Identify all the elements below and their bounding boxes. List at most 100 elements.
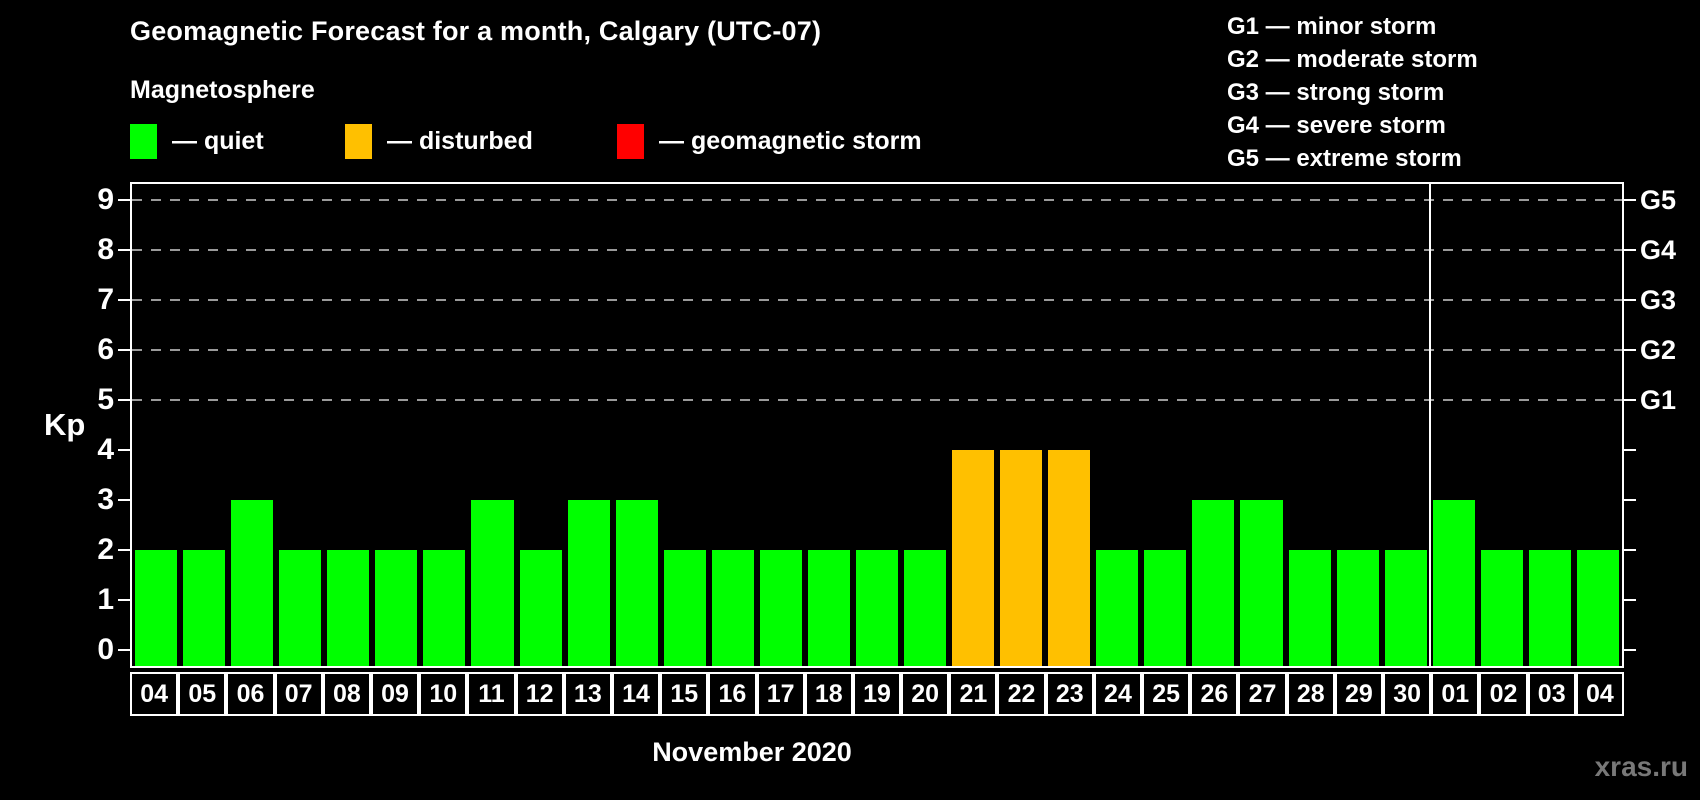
- kp-bar-day-15: [663, 550, 706, 666]
- day-label-5-09: 09: [370, 672, 420, 716]
- gridline-kp9: [132, 199, 1622, 201]
- gridline-kp5: [132, 399, 1622, 401]
- kp-bar-day-21: [952, 450, 995, 666]
- day-label-4-08: 08: [322, 672, 371, 716]
- kp-bar-day-02: [1480, 550, 1523, 666]
- disturbed-color-swatch: [345, 123, 372, 159]
- day-label-10-14: 14: [611, 672, 661, 716]
- right-tick-kp8: [1624, 249, 1636, 251]
- kp-bar-day-05: [183, 550, 226, 666]
- day-label-18-22: 22: [997, 672, 1046, 716]
- day-label-2-06: 06: [226, 672, 275, 716]
- kp-bar-day-28: [1288, 550, 1331, 666]
- kp-bar-day-11: [471, 500, 514, 666]
- magnetosphere-label: Magnetosphere: [130, 76, 315, 104]
- kp-bar-day-30: [1384, 550, 1427, 666]
- gridline-kp6: [132, 349, 1622, 351]
- day-label-21-25: 25: [1142, 672, 1191, 716]
- day-label-19-23: 23: [1045, 672, 1094, 716]
- y-tick-label-1: 1: [97, 583, 114, 616]
- left-tick-kp5: [118, 399, 130, 401]
- kp-bar-day-26: [1192, 500, 1235, 666]
- right-tick-kp4: [1624, 449, 1636, 451]
- kp-bar-day-27: [1240, 500, 1283, 666]
- y-tick-label-6: 6: [97, 333, 114, 366]
- kp-bar-day-23: [1048, 450, 1091, 666]
- day-label-13-17: 17: [756, 672, 805, 716]
- x-axis-day-labels: 04 05 06 07 08 09 10 11 12 13 14 15 16 17 18 19 20 21 22 23…: [130, 672, 1624, 716]
- y-tick-label-4: 4: [97, 433, 114, 466]
- right-tick-kp3: [1624, 499, 1636, 501]
- quiet-color-swatch: [130, 123, 157, 159]
- day-label-14-18: 18: [804, 672, 853, 716]
- y-tick-label-8: 8: [97, 233, 114, 266]
- right-axis-label-g1: G1: [1640, 385, 1677, 415]
- y-axis-title: Kp: [44, 407, 86, 442]
- y-tick-label-7: 7: [97, 283, 114, 316]
- right-tick-kp6: [1624, 349, 1636, 351]
- kp-bar-day-12: [519, 550, 562, 666]
- right-axis-label-g2: G2: [1640, 335, 1677, 365]
- month-separator-line: [1428, 184, 1431, 666]
- day-label-26-30: 30: [1383, 672, 1432, 716]
- kp-bar-day-18: [807, 550, 850, 666]
- month-label: November 2020: [652, 737, 852, 767]
- kp-bar-day-04: [1576, 550, 1619, 666]
- kp-bar-day-13: [567, 500, 610, 666]
- day-label-20-24: 24: [1093, 672, 1143, 716]
- day-label-7-11: 11: [467, 672, 516, 716]
- left-tick-kp2: [118, 549, 130, 551]
- right-tick-kp1: [1624, 599, 1636, 601]
- day-label-25-29: 29: [1334, 672, 1384, 716]
- kp-bar-day-24: [1096, 550, 1139, 666]
- left-tick-kp0: [118, 649, 130, 651]
- y-tick-label-2: 2: [97, 533, 114, 566]
- legend-item-storm: — geomagnetic storm: [617, 122, 922, 160]
- day-label-0-04: 04: [130, 672, 179, 716]
- kp-bar-day-06: [231, 500, 274, 666]
- kp-bar-day-09: [375, 550, 418, 666]
- day-label-12-16: 16: [708, 672, 757, 716]
- watermark: xras.ru: [1594, 751, 1688, 782]
- kp-bar-day-07: [279, 550, 322, 666]
- y-tick-label-5: 5: [97, 383, 114, 416]
- g3-legend-line: G3 — strong storm: [1227, 79, 1445, 106]
- legend-label-quiet: — quiet: [172, 126, 264, 155]
- day-label-8-12: 12: [515, 672, 564, 716]
- kp-bar-day-25: [1144, 550, 1187, 666]
- right-tick-kp2: [1624, 549, 1636, 551]
- day-label-6-10: 10: [419, 672, 468, 716]
- g2-legend-line: G2 — moderate storm: [1227, 46, 1478, 73]
- storm-color-swatch: [617, 123, 644, 159]
- left-tick-kp8: [118, 249, 130, 251]
- day-label-17-21: 21: [949, 672, 998, 716]
- day-label-27-01: 01: [1431, 672, 1480, 716]
- day-label-23-27: 27: [1238, 672, 1287, 716]
- left-tick-kp1: [118, 599, 130, 601]
- day-label-29-03: 03: [1527, 672, 1576, 716]
- kp-bar-day-22: [1000, 450, 1043, 666]
- kp-bar-day-19: [855, 550, 899, 666]
- left-tick-kp4: [118, 449, 130, 451]
- legend-item-quiet: — quiet: [130, 122, 264, 160]
- right-axis-label-g5: G5: [1640, 185, 1677, 215]
- day-label-1-05: 05: [178, 672, 227, 716]
- g-scale-legend: G1 — minor storm G2 — moderate storm G3 …: [1227, 10, 1478, 175]
- day-label-11-15: 15: [660, 672, 709, 716]
- gridline-kp7: [132, 299, 1622, 301]
- left-tick-kp7: [118, 299, 130, 301]
- y-tick-label-3: 3: [97, 483, 114, 516]
- legend-label-storm: — geomagnetic storm: [659, 126, 922, 155]
- day-label-30-04: 04: [1575, 672, 1624, 716]
- plot-area: [130, 182, 1624, 668]
- day-label-16-20: 20: [901, 672, 950, 716]
- kp-bar-day-10: [423, 550, 466, 666]
- kp-bar-day-16: [711, 550, 754, 666]
- day-label-9-13: 13: [563, 672, 612, 716]
- right-tick-kp0: [1624, 649, 1636, 651]
- right-tick-kp9: [1624, 199, 1636, 201]
- right-axis-label-g4: G4: [1640, 235, 1677, 265]
- day-label-24-28: 28: [1286, 672, 1335, 716]
- kp-bar-day-14: [615, 500, 658, 666]
